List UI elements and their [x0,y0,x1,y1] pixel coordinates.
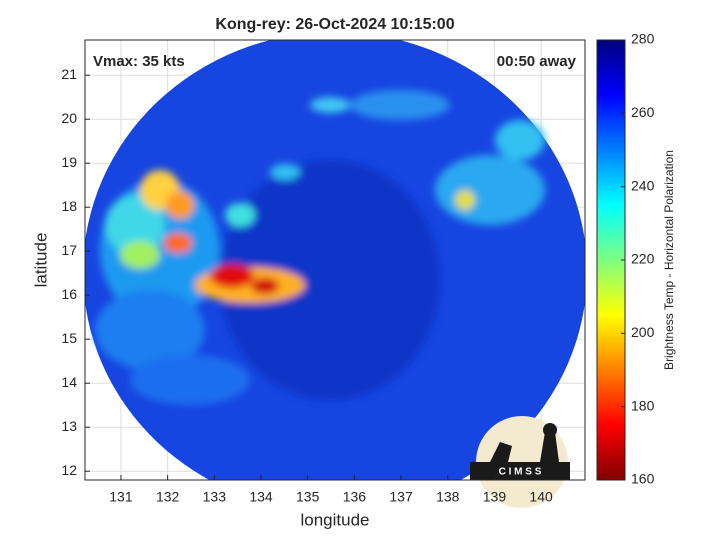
colorbar-tick-label: 260 [631,104,655,120]
colorbar-tick-label: 180 [631,397,655,413]
x-tick-label: 133 [203,489,227,505]
colorbar-label: Brightness Temp - Horizontal Polarizatio… [662,150,676,370]
x-tick-label: 136 [343,489,367,505]
y-axis-label: latitude [31,233,50,288]
colorbar [596,39,626,481]
x-tick-label: 138 [436,489,460,505]
swath-image [85,40,585,480]
annotation: 00:50 away [497,53,577,70]
y-tick-label: 21 [61,66,77,82]
plot-frame [84,39,586,481]
colorbar-tick-label: 240 [631,177,655,193]
x-axis-label: longitude [300,510,369,529]
colorbar-tick-label: 200 [631,324,655,340]
colorbar-tick-label: 220 [631,251,655,267]
chart-title: Kong-rey: 26-Oct-2024 10:15:00 [215,16,454,33]
x-tick-label: 137 [389,489,413,505]
x-tick-label: 135 [296,489,320,505]
swath-features [95,90,545,405]
x-tick-label: 132 [156,489,180,505]
x-tick-label: 139 [483,489,507,505]
y-tick-label: 13 [61,418,77,434]
y-tick-label: 12 [61,462,77,478]
logo: C I M S S [470,416,570,508]
logo-text: C I M S S [499,467,542,478]
y-tick-label: 16 [61,286,77,302]
x-tick-label: 140 [529,489,553,505]
colorbar-tick-label: 280 [631,31,655,47]
annotation: Vmax: 35 kts [93,53,185,70]
x-tick-label: 131 [109,489,133,505]
y-tick-label: 15 [61,330,77,346]
y-tick-label: 17 [61,242,77,258]
colorbar-tick-label: 160 [631,471,655,487]
y-tick-label: 20 [61,110,77,126]
x-tick-label: 134 [249,489,273,505]
y-tick-label: 14 [61,374,77,390]
y-tick-label: 18 [61,198,77,214]
y-tick-label: 19 [61,154,77,170]
